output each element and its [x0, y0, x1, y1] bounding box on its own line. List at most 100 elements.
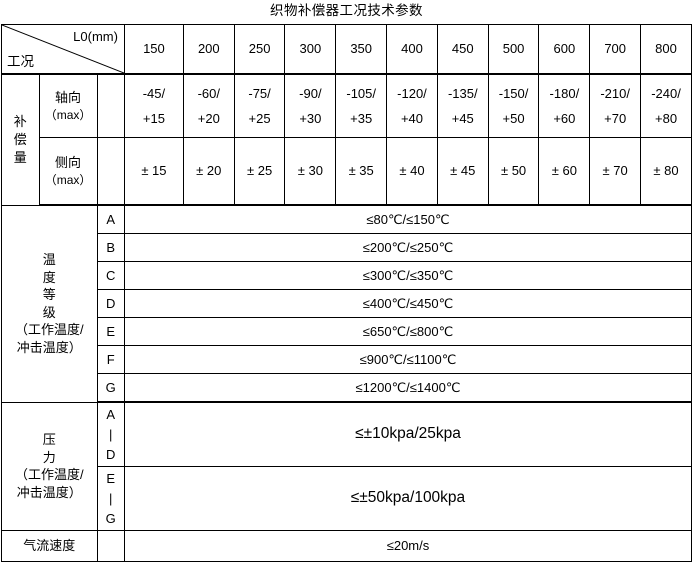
pressure-group-label: 压 力 （工作温度/ 冲击温度） [1, 401, 98, 531]
axial-value-500-top: -150/ [498, 86, 529, 101]
lateral-label-max: （max） [44, 172, 92, 187]
temperature-label-char-2: 度 [42, 269, 56, 285]
spec-table: L0(mm) 工况 150 200 250 300 350 400 450 50… [1, 24, 693, 562]
temperature-label-note-2: 冲击温度） [16, 339, 82, 355]
axial-value-800: -240/ +80 [640, 73, 692, 138]
pressure-grade-range-eg: E | G [96, 466, 125, 531]
pressure-label-char-2: 力 [42, 449, 56, 465]
temperature-value-a: ≤80℃/≤150℃ [123, 204, 693, 234]
axial-value-200-bottom: +20 [197, 111, 220, 126]
pressure-label-note-2: 冲击温度） [16, 484, 82, 500]
axial-value-450: -135/ +45 [436, 73, 489, 138]
header-size-400: 400 [386, 24, 438, 75]
temperature-grade-g: G [96, 373, 125, 403]
lateral-value-800: ± 80 [640, 137, 692, 206]
temperature-grade-c: C [96, 261, 125, 290]
header-size-200: 200 [182, 24, 235, 75]
axial-value-250-bottom: +25 [248, 111, 271, 126]
header-size-700: 700 [589, 24, 642, 75]
header-size-300: 300 [284, 24, 337, 75]
axial-value-300: -90/ +30 [284, 73, 337, 138]
axial-spacer-cell [96, 73, 125, 138]
table-header-row: L0(mm) 工况 150 200 250 300 350 400 450 50… [1, 24, 692, 75]
lateral-value-600: ± 60 [538, 137, 591, 206]
axial-value-350-bottom: +35 [350, 111, 373, 126]
axial-label-max: （max） [44, 107, 92, 122]
compensation-label-char-2: 偿 [13, 131, 27, 147]
axial-value-700-bottom: +70 [604, 111, 627, 126]
temperature-label-char-3: 等 [42, 287, 56, 303]
pressure-label-note-1: （工作温度/ [14, 467, 84, 483]
compensation-group-label: 补 偿 量 [1, 73, 40, 206]
pressure-grade-range-ad: A | D [96, 401, 125, 467]
header-size-350: 350 [335, 24, 388, 75]
lateral-value-250: ± 25 [233, 137, 286, 206]
pressure-grade-ad-char-3: D [106, 446, 116, 462]
temperature-value-c: ≤300℃/≤350℃ [123, 261, 693, 290]
diagonal-divider-icon [2, 25, 124, 73]
axial-value-600: -180/ +60 [538, 73, 591, 138]
temperature-value-f: ≤900℃/≤1100℃ [123, 345, 693, 374]
temperature-group-label: 温 度 等 级 （工作温度/ 冲击温度） [1, 204, 98, 403]
axial-compensation-row: 补 偿 量 轴向 （max） -45/ +15 -60/ +20 -75/ +2… [1, 73, 692, 206]
lateral-value-500: ± 50 [487, 137, 540, 206]
temperature-grade-f: F [96, 345, 125, 374]
temperature-grade-e: E [96, 317, 125, 346]
pressure-label-char-1: 压 [42, 432, 56, 448]
temperature-value-b: ≤200℃/≤250℃ [123, 233, 693, 262]
pressure-grade-eg-char-2: | [109, 490, 113, 506]
header-corner-cell: L0(mm) 工况 [1, 24, 125, 75]
temperature-grade-b: B [96, 233, 125, 262]
compensation-label-char-1: 补 [13, 114, 27, 130]
axial-value-150: -45/ +15 [123, 73, 184, 138]
axial-value-400-top: -120/ [397, 86, 427, 101]
axial-value-350-top: -105/ [346, 86, 376, 101]
header-size-150: 150 [123, 24, 184, 75]
lateral-value-350: ± 35 [335, 137, 388, 206]
temperature-row-a: 温 度 等 级 （工作温度/ 冲击温度） A ≤80℃/≤150℃ [1, 204, 693, 403]
pressure-row-ad: 压 力 （工作温度/ 冲击温度） A | D ≤±10kpa/25kpa [1, 401, 693, 531]
header-size-label: L0(mm) [73, 29, 118, 44]
pressure-value-ad: ≤±10kpa/25kpa [123, 401, 693, 467]
axial-value-300-top: -90/ [299, 86, 322, 101]
axial-value-200-top: -60/ [197, 86, 220, 101]
lateral-value-700: ± 70 [589, 137, 642, 206]
temperature-row-e: E ≤650℃/≤800℃ [2, 317, 693, 346]
axial-value-250: -75/ +25 [233, 73, 286, 138]
axial-value-250-top: -75/ [248, 86, 271, 101]
temperature-label-note-1: （工作温度/ [14, 322, 84, 338]
axial-value-400-bottom: +40 [400, 111, 423, 126]
axial-value-450-top: -135/ [447, 86, 478, 101]
axial-value-500: -150/ +50 [487, 73, 540, 138]
pressure-grade-eg-char-3: G [105, 510, 116, 526]
temperature-row-f: F ≤900℃/≤1100℃ [2, 345, 693, 374]
lateral-spacer-cell [96, 137, 125, 206]
lateral-row-label: 侧向 （max） [38, 137, 98, 206]
lateral-value-300: ± 30 [284, 137, 337, 206]
axial-value-700: -210/ +70 [589, 73, 642, 138]
axial-value-400: -120/ +40 [386, 73, 438, 138]
temperature-row-c: C ≤300℃/≤350℃ [2, 261, 693, 290]
header-size-600: 600 [538, 24, 591, 75]
temperature-value-g: ≤1200℃/≤1400℃ [123, 373, 693, 403]
temperature-value-d: ≤400℃/≤450℃ [123, 289, 693, 318]
axial-value-700-top: -210/ [600, 86, 630, 101]
axial-row-label: 轴向 （max） [38, 73, 98, 138]
lateral-value-400: ± 40 [386, 137, 438, 206]
header-size-250: 250 [233, 24, 286, 75]
header-size-450: 450 [436, 24, 489, 75]
temperature-grade-d: D [96, 289, 125, 318]
temperature-row-b: B ≤200℃/≤250℃ [2, 233, 693, 262]
pressure-grade-ad-char-2: | [109, 426, 113, 442]
header-size-800: 800 [640, 24, 692, 75]
temperature-grade-a: A [96, 204, 125, 234]
axial-label-text: 轴向 [55, 90, 82, 106]
axial-value-800-bottom: +80 [655, 111, 678, 126]
axial-value-150-top: -45/ [142, 86, 166, 101]
axial-value-150-bottom: +15 [142, 111, 165, 126]
axial-value-300-bottom: +30 [299, 111, 322, 126]
lateral-value-150: ± 15 [123, 137, 184, 206]
pressure-value-eg: ≤±50kpa/100kpa [123, 466, 693, 531]
lateral-value-450: ± 45 [436, 137, 489, 206]
axial-value-450-bottom: +45 [451, 111, 474, 126]
